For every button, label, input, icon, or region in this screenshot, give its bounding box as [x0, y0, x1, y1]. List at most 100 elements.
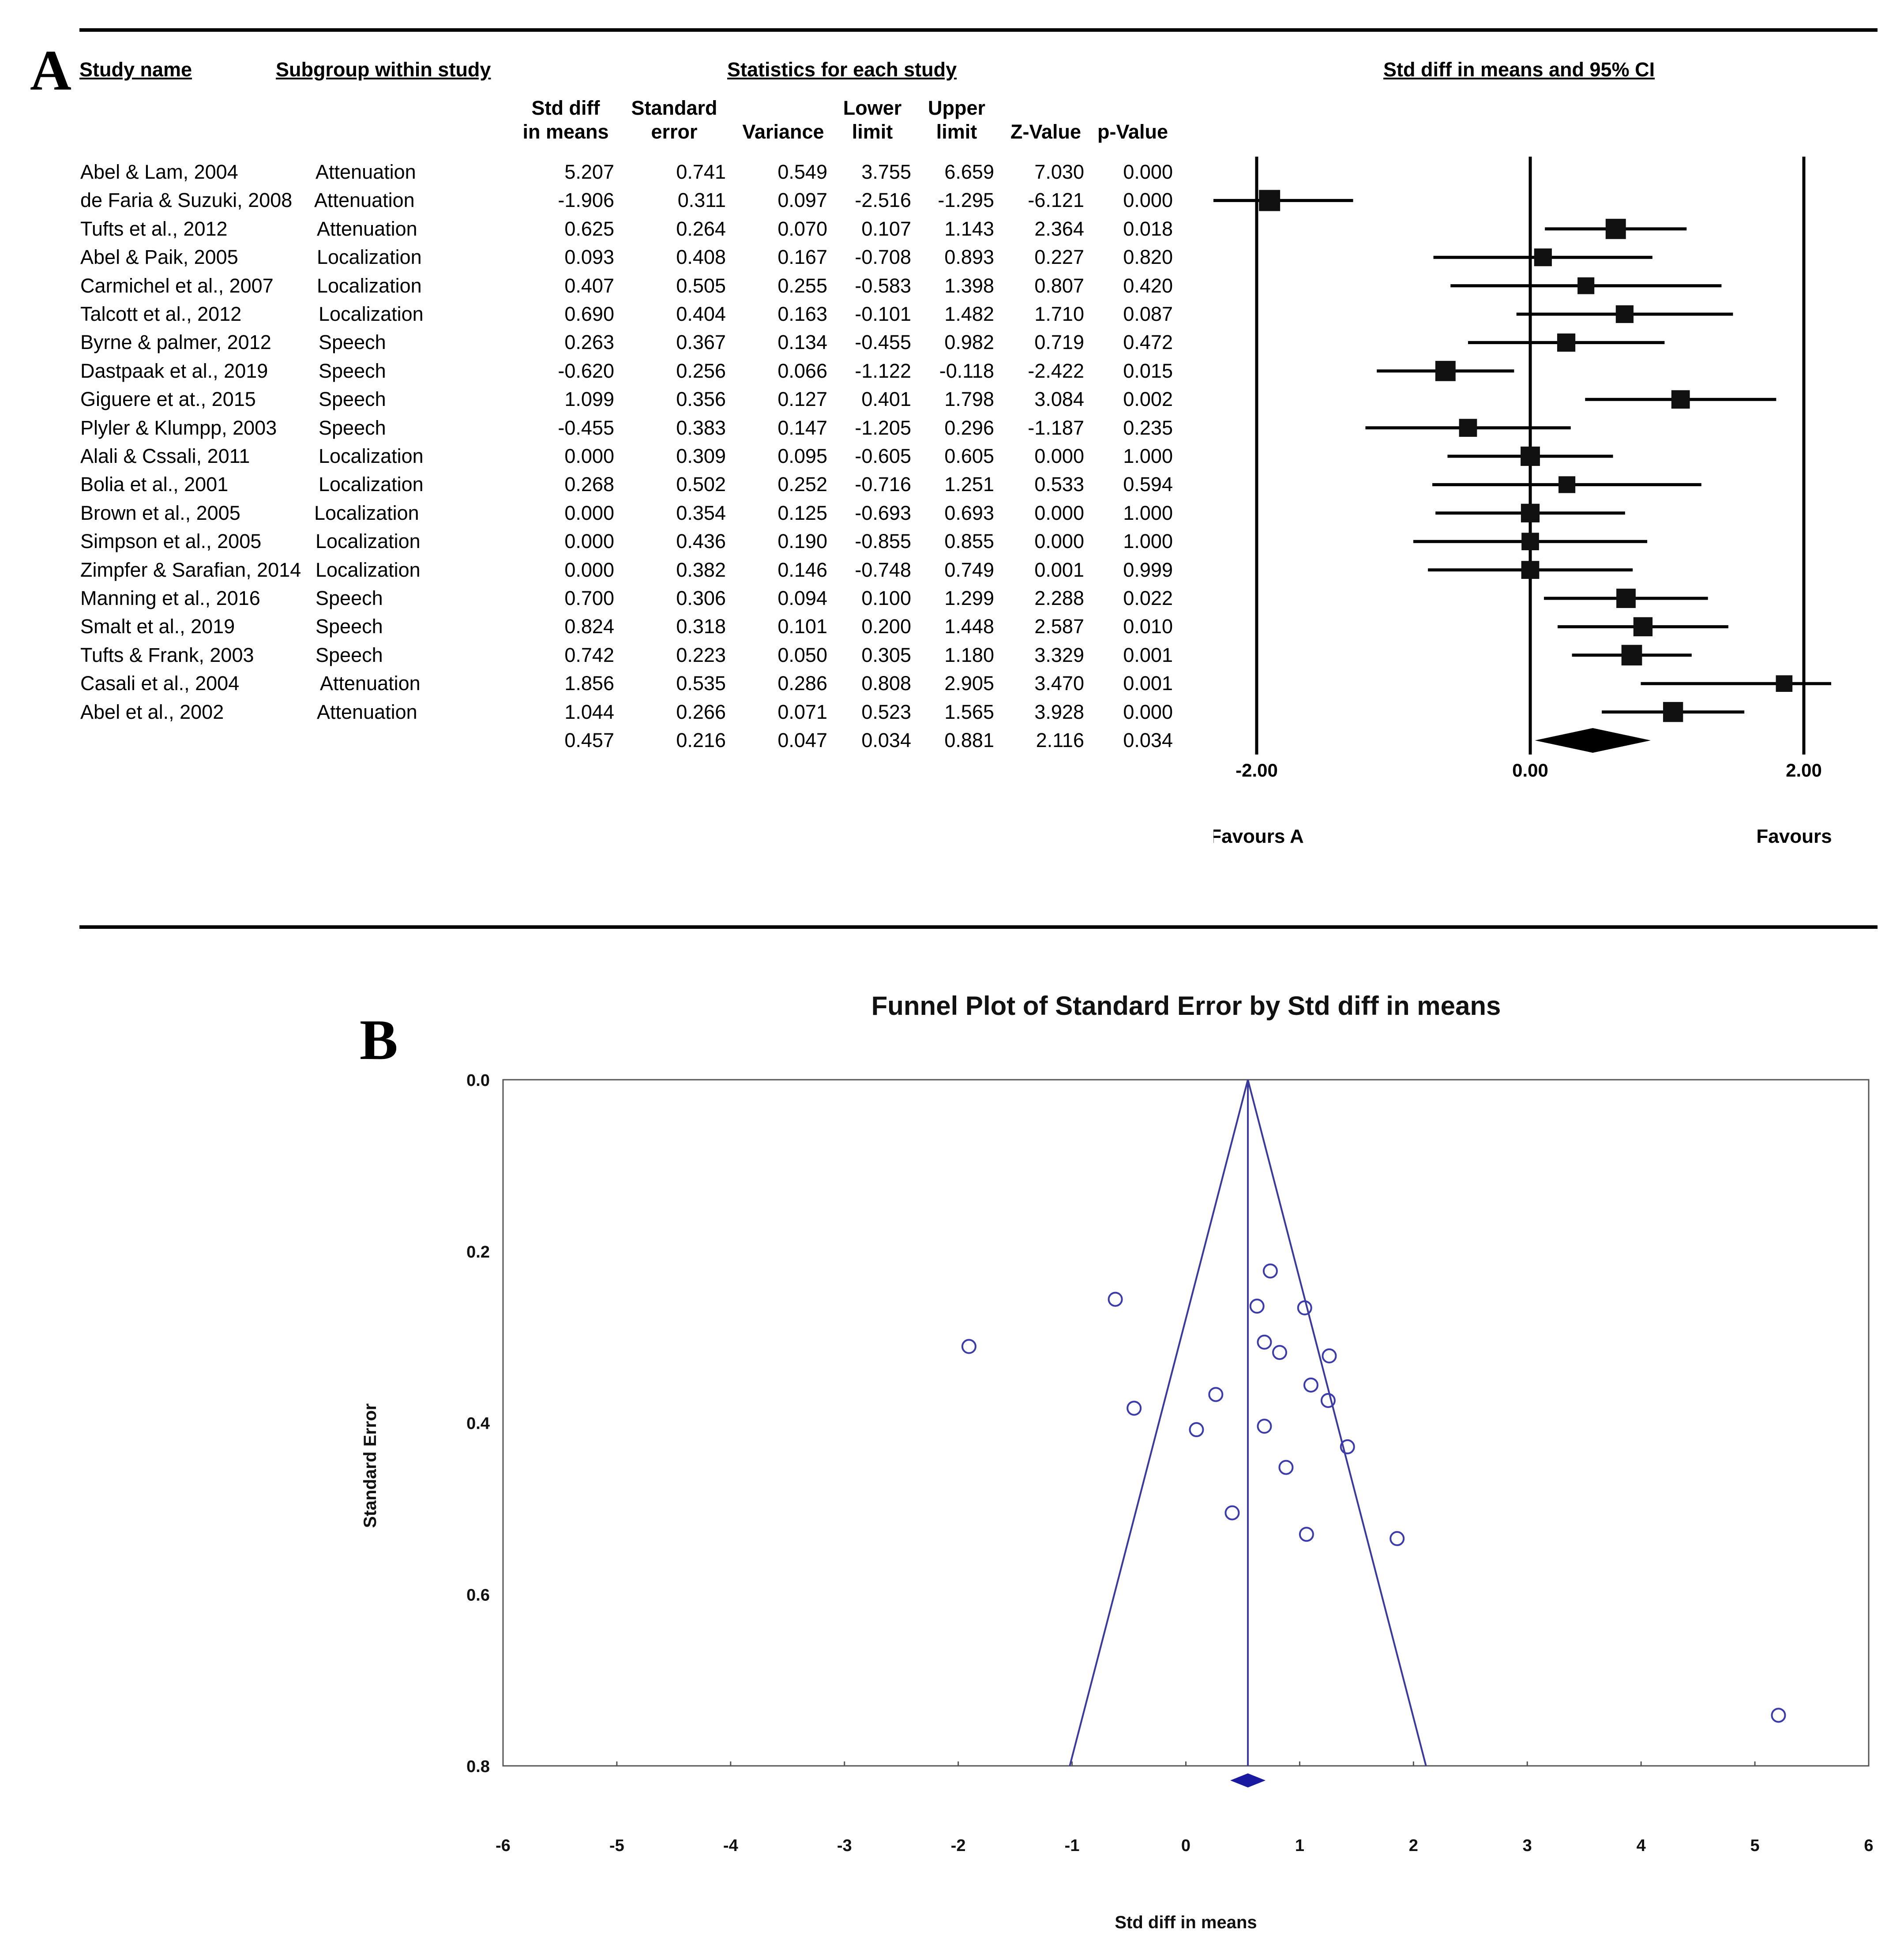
stat-value: 0.436 [676, 530, 726, 553]
stat-value: 3.084 [1034, 388, 1084, 411]
stat-value: 0.296 [944, 416, 994, 439]
subgroup: Attenuation [320, 672, 421, 695]
stat-value: -1.295 [938, 189, 994, 212]
subgroup: Attenuation [317, 217, 417, 240]
funnel-x-tick-label: -4 [723, 1836, 738, 1855]
stat-value: 1.180 [944, 643, 994, 666]
stat-value: 0.808 [861, 672, 911, 695]
funnel-point [1272, 1345, 1288, 1360]
stat-value: 0.420 [1123, 274, 1173, 297]
favours-b-label: Favours B [1756, 826, 1831, 847]
subgroup: Attenuation [317, 700, 417, 723]
stat-value: -0.605 [855, 445, 911, 467]
forest-point [1534, 248, 1552, 267]
stat-value: 0.001 [1123, 643, 1173, 666]
subgroup: Localization [317, 274, 422, 297]
funnel-y-tick-label: 0.4 [466, 1415, 490, 1433]
funnel-title: Funnel Plot of Standard Error by Std dif… [871, 991, 1501, 1021]
column-header: Upper limit [890, 96, 1023, 144]
study-name: Abel & Lam, 2004 [80, 161, 238, 183]
stat-value: 0.311 [677, 189, 726, 212]
stat-value: -0.855 [855, 530, 911, 553]
stat-value: 0.693 [944, 501, 994, 524]
stat-value: 0.824 [564, 615, 614, 638]
forest-point [1671, 390, 1690, 409]
stat-value: -1.122 [855, 359, 911, 382]
stat-value: 0.190 [777, 530, 827, 553]
study-name-header: Study name [79, 58, 192, 81]
stat-value: 6.659 [944, 161, 994, 183]
funnel-x-tick-label: -6 [496, 1836, 511, 1855]
stat-value: 0.690 [564, 303, 614, 325]
stat-value: 0.502 [676, 473, 726, 496]
subgroup: Localization [319, 445, 424, 467]
stat-value: 0.000 [1034, 445, 1084, 467]
stat-value: 2.116 [1036, 729, 1084, 751]
funnel-x-tick-label: -1 [1065, 1836, 1080, 1855]
stat-value: 3.928 [1034, 700, 1084, 723]
study-name: Tufts et al., 2012 [80, 217, 228, 240]
stat-value: 0.000 [564, 501, 614, 524]
stat-value: 1.000 [1123, 445, 1173, 467]
stat-value: 0.255 [777, 274, 827, 297]
stat-value: 0.407 [564, 274, 614, 297]
top-rule [79, 28, 1878, 32]
stat-value: 0.200 [861, 615, 911, 638]
stat-value: 0.002 [1123, 388, 1173, 411]
stat-value: 1.299 [944, 587, 994, 609]
stat-value: 0.066 [777, 359, 827, 382]
stat-value: 2.587 [1034, 615, 1084, 638]
subgroup: Attenuation [314, 189, 415, 212]
forest-point [1633, 617, 1653, 637]
column-header: Variance [717, 96, 849, 144]
forest-summary-diamond [1535, 728, 1651, 753]
study-name: Carmichel et al., 2007 [80, 274, 274, 297]
stat-value: 0.071 [777, 700, 827, 723]
stat-value: 0.820 [1123, 246, 1173, 269]
funnel-point [1297, 1300, 1312, 1316]
subgroup: Speech [319, 388, 386, 411]
funnel-point [1390, 1531, 1405, 1546]
forest-point [1459, 419, 1477, 437]
stat-value: 0.163 [777, 303, 827, 325]
stat-value: 0.881 [944, 729, 994, 751]
funnel-point [1303, 1377, 1318, 1393]
study-name: Brown et al., 2005 [80, 501, 240, 524]
stat-value: 2.288 [1034, 587, 1084, 609]
panel-a-letter: A [30, 39, 71, 102]
stat-value: 1.099 [564, 388, 614, 411]
funnel-x-tick-label: 4 [1637, 1836, 1646, 1855]
stat-value: 0.263 [564, 331, 614, 354]
stat-value: -0.620 [558, 359, 614, 382]
stat-value: 0.505 [676, 274, 726, 297]
stat-value: 0.034 [1123, 729, 1173, 751]
funnel-point [1278, 1460, 1294, 1475]
column-header-line1 [1067, 96, 1199, 120]
funnel-point [1322, 1348, 1337, 1363]
forest-header: Std diff in means and 95% CI [1383, 58, 1655, 81]
funnel-point [1208, 1387, 1224, 1402]
funnel-left-limit [1069, 1079, 1249, 1766]
subgroup: Localization [315, 530, 421, 553]
column-header: Std diff in means [499, 96, 632, 144]
statistics-header: Statistics for each study [727, 58, 957, 81]
study-name: Plyler & Klumpp, 2003 [80, 416, 277, 439]
study-name: Talcott et al., 2012 [80, 303, 242, 325]
study-name: Manning et al., 2016 [80, 587, 260, 609]
funnel-point [1257, 1419, 1272, 1434]
stat-value: 1.251 [944, 473, 994, 496]
stat-value: 0.034 [861, 729, 911, 751]
stat-value: 0.382 [676, 558, 726, 581]
funnel-y-axis-label: Standard Error [361, 1404, 380, 1528]
funnel-point [1108, 1292, 1123, 1307]
study-name: de Faria & Suzuki, 2008 [80, 189, 293, 212]
study-name: Alali & Cssali, 2011 [80, 445, 250, 467]
forest-point [1557, 333, 1576, 352]
stat-value: 0.070 [777, 217, 827, 240]
stat-value: 0.100 [861, 587, 911, 609]
stat-value: 0.256 [676, 359, 726, 382]
stat-value: 0.047 [777, 729, 827, 751]
funnel-point [1224, 1505, 1240, 1521]
funnel-plot-frame [502, 1079, 1870, 1767]
stat-value: 0.367 [676, 331, 726, 354]
